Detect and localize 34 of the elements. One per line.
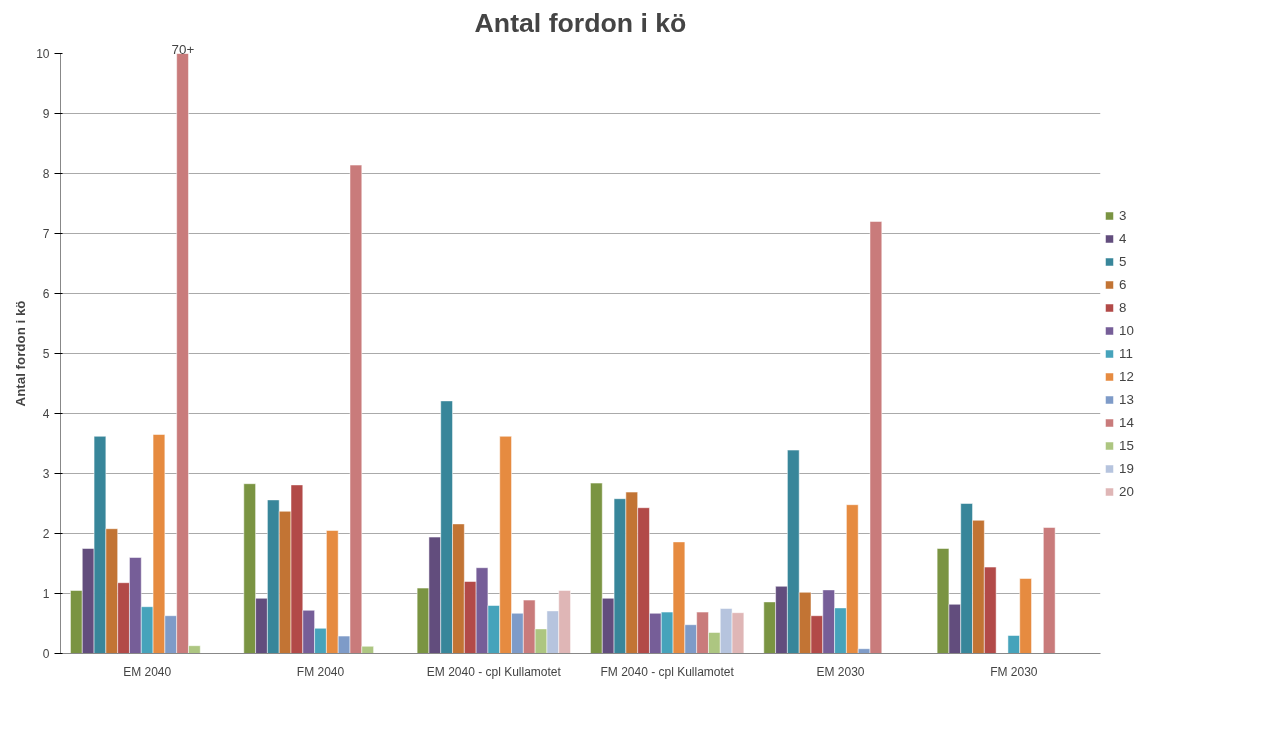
y-tick-label: 5: [42, 347, 50, 361]
y-tick-label: 6: [42, 287, 50, 301]
annotation: 70+: [171, 41, 195, 57]
legend-label: 12: [1119, 368, 1135, 384]
legend-label: 8: [1119, 299, 1128, 315]
y-tick-label: 10: [36, 47, 50, 61]
y-tick-label: 9: [42, 107, 50, 121]
legend-label: 14: [1119, 414, 1135, 430]
legend-label: 13: [1119, 391, 1135, 407]
x-tick-label: EM 2030: [816, 664, 865, 679]
legend-label: 5: [1119, 253, 1128, 269]
y-tick-label: 3: [42, 467, 50, 481]
y-tick-label: 8: [42, 167, 50, 181]
y-tick-label: 2: [42, 527, 50, 541]
y-tick-label: 0: [42, 647, 50, 661]
chart-title: Antal fordon i kö: [474, 7, 687, 38]
y-tick-label: 4: [42, 407, 50, 421]
x-tick-label: FM 2040: [296, 664, 345, 679]
bar: [1043, 527, 1056, 654]
y-tick-label: 1: [42, 587, 50, 601]
x-tick-label: FM 2040 - cpl Kullamotet: [600, 664, 735, 679]
legend-label: 10: [1119, 322, 1135, 338]
legend-label: 6: [1119, 276, 1128, 292]
legend-label: 4: [1119, 230, 1128, 246]
x-tick-label: EM 2040: [123, 664, 172, 679]
y-axis-title: Antal fordon i kö: [13, 300, 29, 407]
legend-label: 15: [1119, 437, 1135, 453]
legend-label: 19: [1119, 460, 1135, 476]
legend-label: 20: [1119, 483, 1135, 499]
x-tick-label: FM 2030: [990, 664, 1038, 679]
x-tick-label: EM 2040 - cpl Kullamotet: [426, 664, 562, 679]
y-tick-label: 7: [42, 227, 50, 241]
legend-label: 11: [1119, 345, 1134, 361]
legend-label: 3: [1119, 207, 1128, 223]
